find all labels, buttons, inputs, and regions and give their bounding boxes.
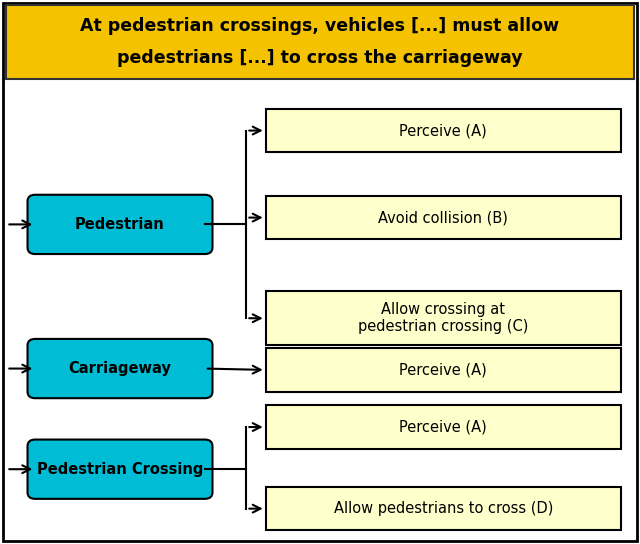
FancyBboxPatch shape (28, 339, 212, 398)
FancyBboxPatch shape (266, 487, 621, 530)
Text: Allow crossing at
pedestrian crossing (C): Allow crossing at pedestrian crossing (C… (358, 302, 529, 335)
Text: Perceive (A): Perceive (A) (399, 123, 487, 138)
Text: At pedestrian crossings, vehicles [...] must allow: At pedestrian crossings, vehicles [...] … (81, 17, 559, 35)
Text: Carriageway: Carriageway (68, 361, 172, 376)
Text: Pedestrian: Pedestrian (75, 217, 165, 232)
FancyBboxPatch shape (266, 348, 621, 392)
Text: pedestrians [...] to cross the carriageway: pedestrians [...] to cross the carriagew… (117, 50, 523, 67)
FancyBboxPatch shape (266, 405, 621, 449)
Text: Pedestrian Crossing: Pedestrian Crossing (37, 462, 203, 477)
Text: Allow pedestrians to cross (D): Allow pedestrians to cross (D) (333, 501, 553, 516)
FancyBboxPatch shape (6, 5, 634, 79)
FancyBboxPatch shape (28, 440, 212, 499)
FancyBboxPatch shape (28, 195, 212, 254)
Text: Perceive (A): Perceive (A) (399, 419, 487, 435)
Text: Perceive (A): Perceive (A) (399, 362, 487, 378)
FancyBboxPatch shape (266, 291, 621, 345)
FancyBboxPatch shape (266, 109, 621, 152)
Text: Avoid collision (B): Avoid collision (B) (378, 210, 508, 225)
FancyBboxPatch shape (266, 196, 621, 239)
